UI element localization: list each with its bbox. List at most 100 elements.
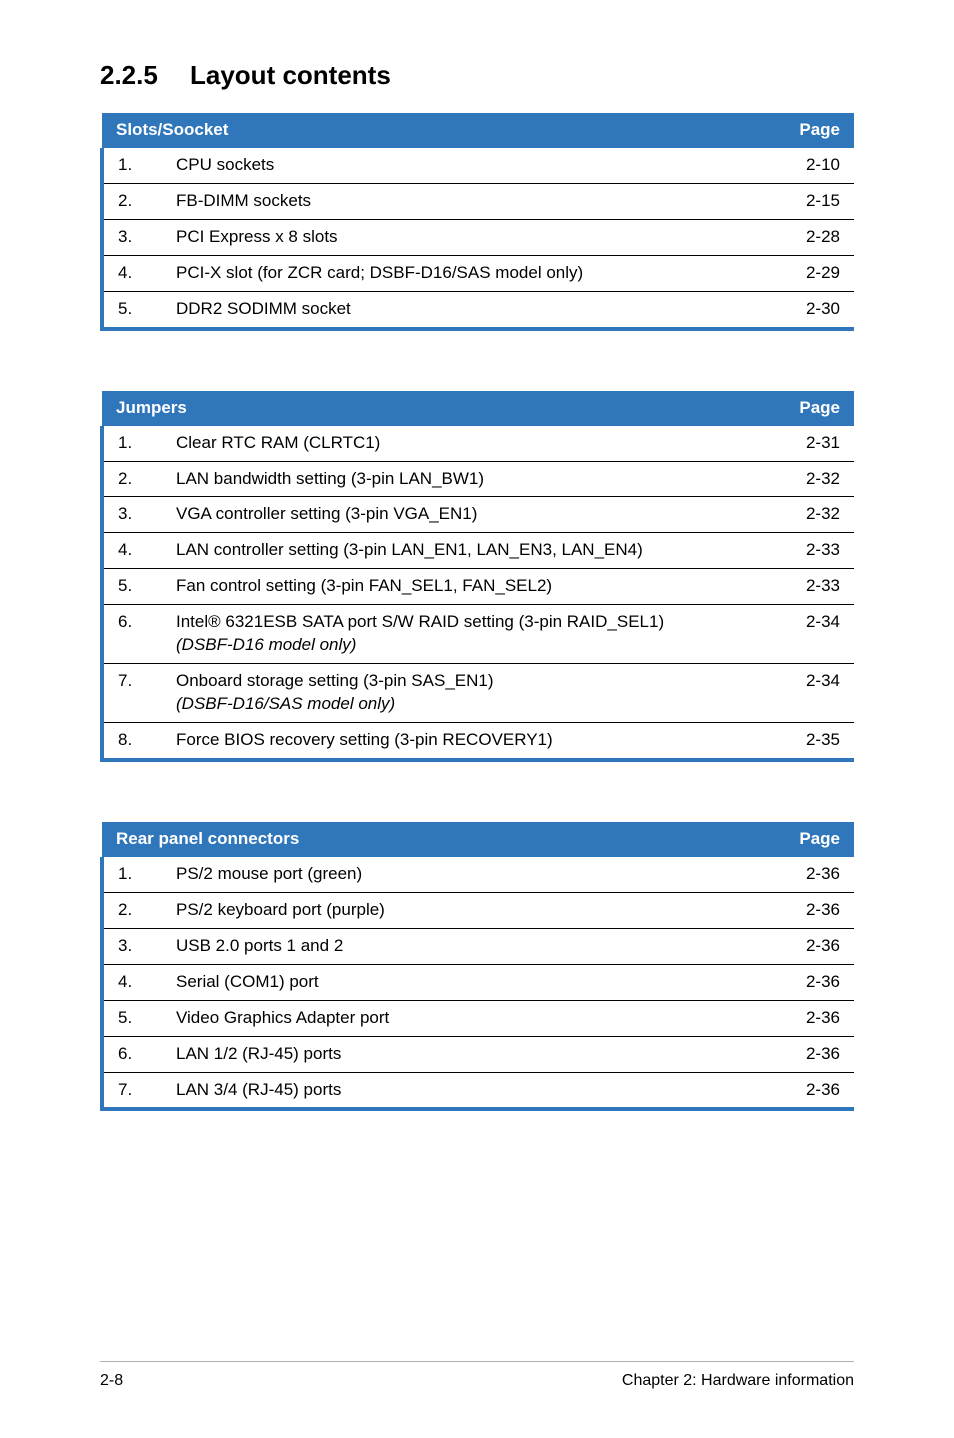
- row-page: 2-10: [774, 148, 854, 183]
- row-page: 2-36: [774, 928, 854, 964]
- row-description: PS/2 mouse port (green): [162, 857, 774, 892]
- row-page: 2-33: [774, 533, 854, 569]
- table-row: 5.Fan control setting (3-pin FAN_SEL1, F…: [102, 569, 854, 605]
- row-page: 2-36: [774, 892, 854, 928]
- row-page: 2-36: [774, 1072, 854, 1109]
- row-page: 2-31: [774, 426, 854, 461]
- table-header-label: Jumpers: [102, 391, 774, 426]
- footer-page-number: 2-8: [100, 1372, 123, 1390]
- row-index: 1.: [102, 426, 162, 461]
- row-page: 2-34: [774, 664, 854, 723]
- row-index: 6.: [102, 1036, 162, 1072]
- table-row: 3.USB 2.0 ports 1 and 22-36: [102, 928, 854, 964]
- row-page: 2-32: [774, 497, 854, 533]
- row-page: 2-32: [774, 461, 854, 497]
- row-index: 8.: [102, 723, 162, 760]
- row-index: 1.: [102, 148, 162, 183]
- row-description-italic: (DSBF-D16 model only): [176, 635, 356, 654]
- row-description: CPU sockets: [162, 148, 774, 183]
- row-description: LAN controller setting (3-pin LAN_EN1, L…: [162, 533, 774, 569]
- row-page: 2-15: [774, 183, 854, 219]
- row-page: 2-36: [774, 964, 854, 1000]
- section-heading: 2.2.5Layout contents: [100, 60, 854, 91]
- footer-chapter: Chapter 2: Hardware information: [622, 1372, 854, 1390]
- row-description: LAN bandwidth setting (3-pin LAN_BW1): [162, 461, 774, 497]
- row-description: LAN 3/4 (RJ-45) ports: [162, 1072, 774, 1109]
- row-description: PCI-X slot (for ZCR card; DSBF-D16/SAS m…: [162, 255, 774, 291]
- table-row: 5.Video Graphics Adapter port2-36: [102, 1000, 854, 1036]
- table-row: 2.PS/2 keyboard port (purple)2-36: [102, 892, 854, 928]
- row-index: 4.: [102, 533, 162, 569]
- row-index: 2.: [102, 892, 162, 928]
- table-row: 6.LAN 1/2 (RJ-45) ports2-36: [102, 1036, 854, 1072]
- table-row: 3.PCI Express x 8 slots2-28: [102, 219, 854, 255]
- row-description: Serial (COM1) port: [162, 964, 774, 1000]
- row-index: 3.: [102, 928, 162, 964]
- row-index: 3.: [102, 497, 162, 533]
- row-description: Onboard storage setting (3-pin SAS_EN1)(…: [162, 664, 774, 723]
- row-index: 4.: [102, 255, 162, 291]
- row-index: 3.: [102, 219, 162, 255]
- row-description: Video Graphics Adapter port: [162, 1000, 774, 1036]
- table-row: 6.Intel® 6321ESB SATA port S/W RAID sett…: [102, 605, 854, 664]
- row-index: 1.: [102, 857, 162, 892]
- table-header-label: Rear panel connectors: [102, 822, 774, 857]
- table-rear-panel: Rear panel connectors Page 1.PS/2 mouse …: [100, 822, 854, 1112]
- table-header-page: Page: [774, 113, 854, 148]
- table-row: 1.CPU sockets2-10: [102, 148, 854, 183]
- row-index: 5.: [102, 291, 162, 328]
- row-description: Fan control setting (3-pin FAN_SEL1, FAN…: [162, 569, 774, 605]
- row-description: Intel® 6321ESB SATA port S/W RAID settin…: [162, 605, 774, 664]
- table-row: 4.LAN controller setting (3-pin LAN_EN1,…: [102, 533, 854, 569]
- row-page: 2-33: [774, 569, 854, 605]
- row-description: PS/2 keyboard port (purple): [162, 892, 774, 928]
- row-description: USB 2.0 ports 1 and 2: [162, 928, 774, 964]
- row-page: 2-35: [774, 723, 854, 760]
- row-description: VGA controller setting (3-pin VGA_EN1): [162, 497, 774, 533]
- row-index: 2.: [102, 461, 162, 497]
- row-page: 2-34: [774, 605, 854, 664]
- table-body: 1.PS/2 mouse port (green)2-362.PS/2 keyb…: [102, 857, 854, 1110]
- row-description: Force BIOS recovery setting (3-pin RECOV…: [162, 723, 774, 760]
- row-page: 2-29: [774, 255, 854, 291]
- table-row: 4.Serial (COM1) port2-36: [102, 964, 854, 1000]
- section-number: 2.2.5: [100, 60, 190, 91]
- row-description: Clear RTC RAM (CLRTC1): [162, 426, 774, 461]
- table-header-label: Slots/Soocket: [102, 113, 774, 148]
- table-row: 7.Onboard storage setting (3-pin SAS_EN1…: [102, 664, 854, 723]
- row-page: 2-36: [774, 857, 854, 892]
- row-page: 2-28: [774, 219, 854, 255]
- page-footer: 2-8 Chapter 2: Hardware information: [100, 1361, 854, 1390]
- table-row: 1.PS/2 mouse port (green)2-36: [102, 857, 854, 892]
- table-row: 2.FB-DIMM sockets2-15: [102, 183, 854, 219]
- table-row: 5.DDR2 SODIMM socket2-30: [102, 291, 854, 328]
- table-slots-socket: Slots/Soocket Page 1.CPU sockets2-102.FB…: [100, 113, 854, 331]
- row-index: 6.: [102, 605, 162, 664]
- table-row: 4.PCI-X slot (for ZCR card; DSBF-D16/SAS…: [102, 255, 854, 291]
- table-header-page: Page: [774, 391, 854, 426]
- table-row: 8.Force BIOS recovery setting (3-pin REC…: [102, 723, 854, 760]
- row-index: 2.: [102, 183, 162, 219]
- table-row: 2.LAN bandwidth setting (3-pin LAN_BW1)2…: [102, 461, 854, 497]
- row-page: 2-36: [774, 1000, 854, 1036]
- row-index: 7.: [102, 664, 162, 723]
- row-description-italic: (DSBF-D16/SAS model only): [176, 694, 395, 713]
- table-row: 1.Clear RTC RAM (CLRTC1)2-31: [102, 426, 854, 461]
- row-index: 7.: [102, 1072, 162, 1109]
- row-index: 5.: [102, 1000, 162, 1036]
- row-description: FB-DIMM sockets: [162, 183, 774, 219]
- row-description: DDR2 SODIMM socket: [162, 291, 774, 328]
- section-title-text: Layout contents: [190, 60, 391, 90]
- table-header-page: Page: [774, 822, 854, 857]
- table-body: 1.Clear RTC RAM (CLRTC1)2-312.LAN bandwi…: [102, 426, 854, 760]
- row-index: 5.: [102, 569, 162, 605]
- table-body: 1.CPU sockets2-102.FB-DIMM sockets2-153.…: [102, 148, 854, 329]
- row-page: 2-36: [774, 1036, 854, 1072]
- table-row: 7.LAN 3/4 (RJ-45) ports2-36: [102, 1072, 854, 1109]
- table-row: 3.VGA controller setting (3-pin VGA_EN1)…: [102, 497, 854, 533]
- table-jumpers: Jumpers Page 1.Clear RTC RAM (CLRTC1)2-3…: [100, 391, 854, 762]
- row-index: 4.: [102, 964, 162, 1000]
- row-description: PCI Express x 8 slots: [162, 219, 774, 255]
- row-page: 2-30: [774, 291, 854, 328]
- row-description: LAN 1/2 (RJ-45) ports: [162, 1036, 774, 1072]
